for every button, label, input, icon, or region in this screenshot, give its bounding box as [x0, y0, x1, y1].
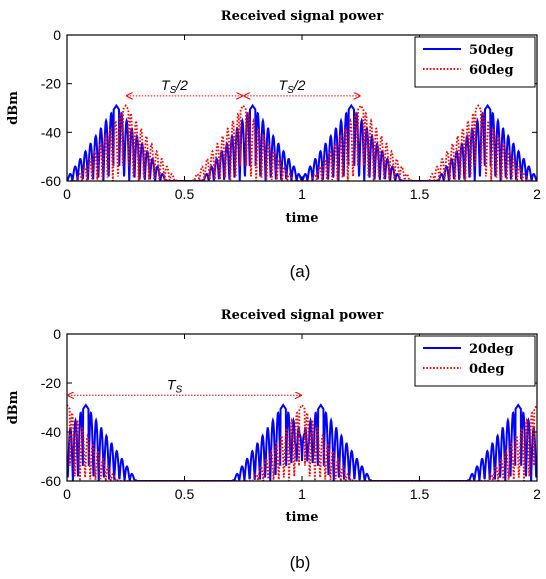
annotation-label: TS/2: [161, 77, 188, 96]
x-tick-label: 0.5: [175, 186, 195, 202]
x-tick-label: 1.5: [410, 186, 430, 202]
x-tick-label: 1: [298, 486, 306, 502]
x-tick-label: 2: [533, 486, 541, 502]
series-group: [67, 103, 537, 181]
x-tick-label: 0.5: [175, 486, 195, 502]
annotation-symbol: T: [167, 376, 177, 392]
y-tick-label: 0: [53, 27, 61, 43]
chart-title: Received signal power: [221, 308, 384, 323]
x-axis-label: time: [286, 211, 319, 226]
annotation-label: TS/2: [279, 77, 306, 96]
y-tick-label: -60: [41, 173, 61, 189]
y-tick-label: 0: [53, 326, 61, 342]
x-tick-label: 0: [63, 486, 71, 502]
x-tick-label: 1: [298, 186, 306, 202]
annotation-suffix: /2: [293, 77, 306, 93]
plot-a: Received signal power 0 0.5 1 1.5 2 0 -20 -40 -60…: [6, 9, 541, 281]
annotation-symbol: T: [279, 77, 289, 93]
y-tick-label: -20: [41, 76, 61, 92]
figure-caption: (a): [290, 262, 311, 281]
series-line-20deg: [67, 403, 537, 481]
figure-caption: (b): [290, 553, 311, 572]
y-tick-label: -40: [41, 124, 61, 140]
legend: 50deg 60deg: [414, 36, 536, 88]
x-tick-label: 0: [63, 186, 71, 202]
y-axis-label: dBm: [6, 390, 21, 424]
annotation-subscript: S: [175, 384, 182, 395]
legend-box: [414, 36, 536, 88]
annotation-subscript: S: [170, 85, 177, 96]
y-tick-label: -40: [41, 424, 61, 440]
legend-label: 50deg: [469, 43, 514, 58]
chart-title: Received signal power: [221, 9, 384, 24]
series-line-60deg: [67, 103, 537, 181]
y-tick-label: -20: [41, 375, 61, 391]
series-group: [67, 403, 537, 481]
y-tick-label: -60: [41, 473, 61, 489]
annotation-subscript: S: [287, 85, 294, 96]
legend: 20deg 0deg: [414, 335, 536, 387]
x-tick-label: 2: [533, 186, 541, 202]
legend-box: [414, 335, 536, 387]
legend-label: 20deg: [469, 342, 514, 357]
x-tick-label: 1.5: [410, 486, 430, 502]
legend-label: 0deg: [469, 362, 505, 377]
x-axis-label: time: [286, 510, 319, 525]
annotation-label: TS: [167, 376, 183, 395]
annotation-symbol: T: [161, 77, 171, 93]
plot-b: Received signal power 0 0.5 1 1.5 2 0 -20 -40 -60…: [6, 308, 541, 572]
legend-label: 60deg: [469, 63, 514, 78]
annotation-suffix: /2: [175, 77, 188, 93]
y-axis-label: dBm: [6, 91, 21, 125]
